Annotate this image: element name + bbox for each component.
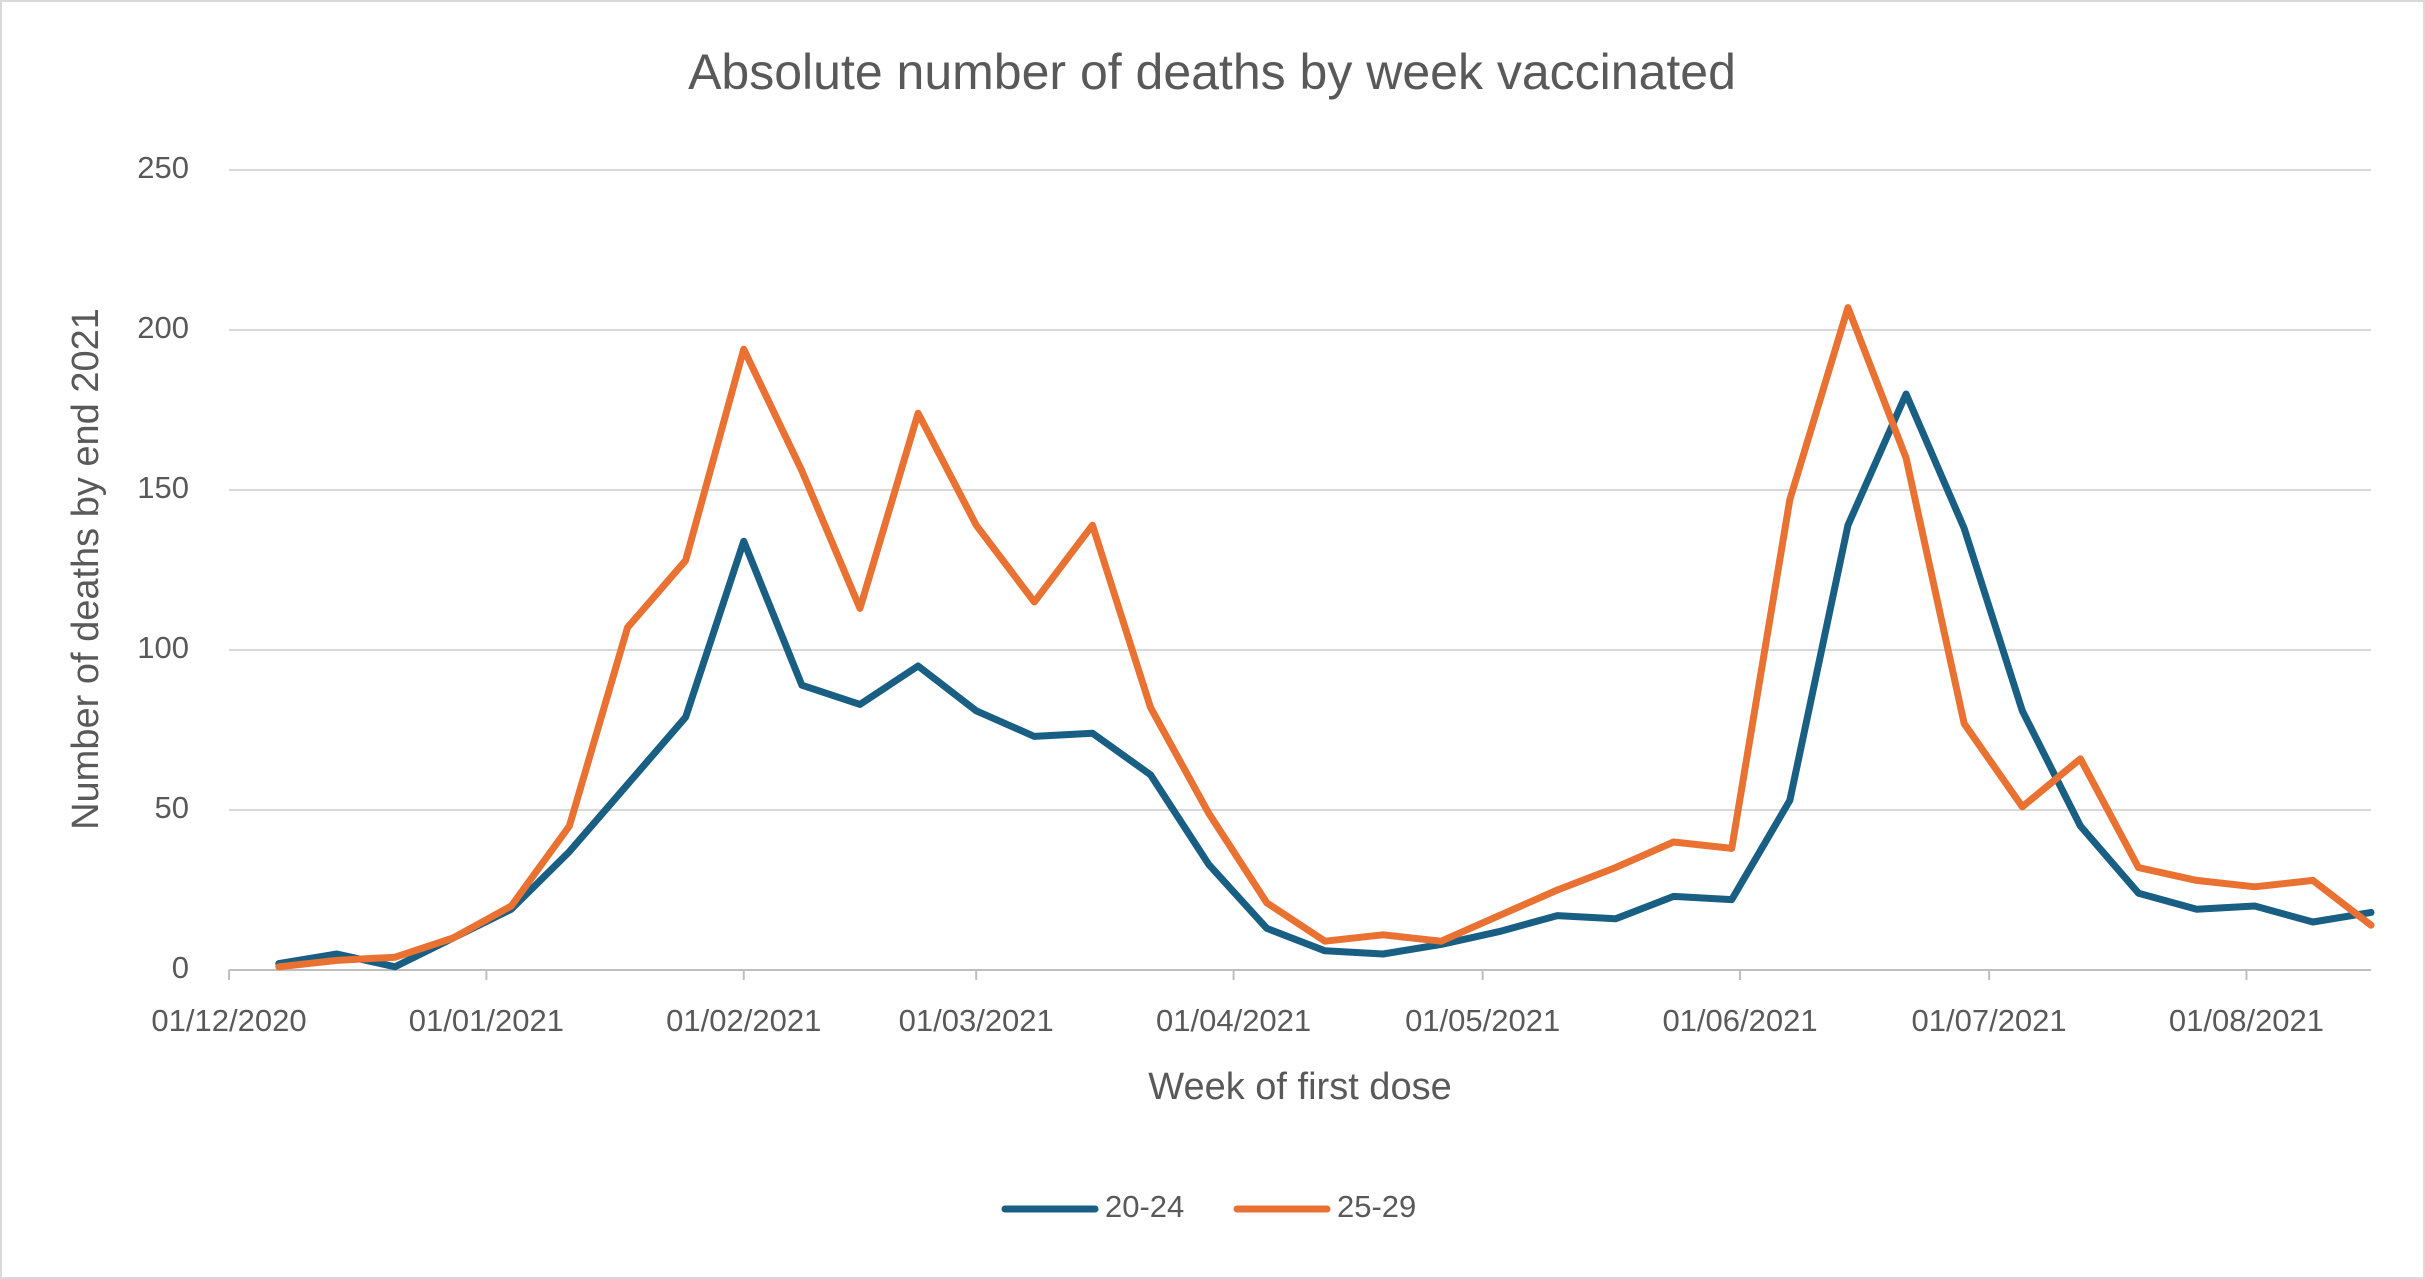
x-tick-label: 01/12/2020 bbox=[151, 1003, 306, 1038]
x-tick-label: 01/07/2021 bbox=[1912, 1003, 2067, 1038]
x-tick-label: 01/06/2021 bbox=[1662, 1003, 1817, 1038]
y-tick-label: 0 bbox=[172, 950, 189, 985]
y-tick-label: 150 bbox=[137, 470, 189, 505]
y-tick-label: 100 bbox=[137, 630, 189, 665]
x-tick-label: 01/03/2021 bbox=[899, 1003, 1054, 1038]
y-axis-title: Number of deaths by end 2021 bbox=[65, 308, 107, 830]
legend-label: 25-29 bbox=[1337, 1189, 1416, 1224]
legend-label: 20-24 bbox=[1105, 1189, 1184, 1224]
series-line bbox=[275, 390, 2375, 971]
x-tick-label: 01/01/2021 bbox=[409, 1003, 564, 1038]
y-tick-label: 200 bbox=[137, 310, 189, 345]
x-axis-title: Week of first dose bbox=[1148, 1066, 1451, 1108]
x-tick-label: 01/08/2021 bbox=[2169, 1003, 2324, 1038]
y-tick-label: 250 bbox=[137, 150, 189, 185]
x-tick-label: 01/05/2021 bbox=[1405, 1003, 1560, 1038]
y-tick-label: 50 bbox=[155, 790, 189, 825]
chart-title: Absolute number of deaths by week vaccin… bbox=[688, 44, 1736, 100]
series-line bbox=[275, 304, 2375, 971]
x-tick-label: 01/04/2021 bbox=[1156, 1003, 1311, 1038]
x-tick-label: 01/02/2021 bbox=[666, 1003, 821, 1038]
